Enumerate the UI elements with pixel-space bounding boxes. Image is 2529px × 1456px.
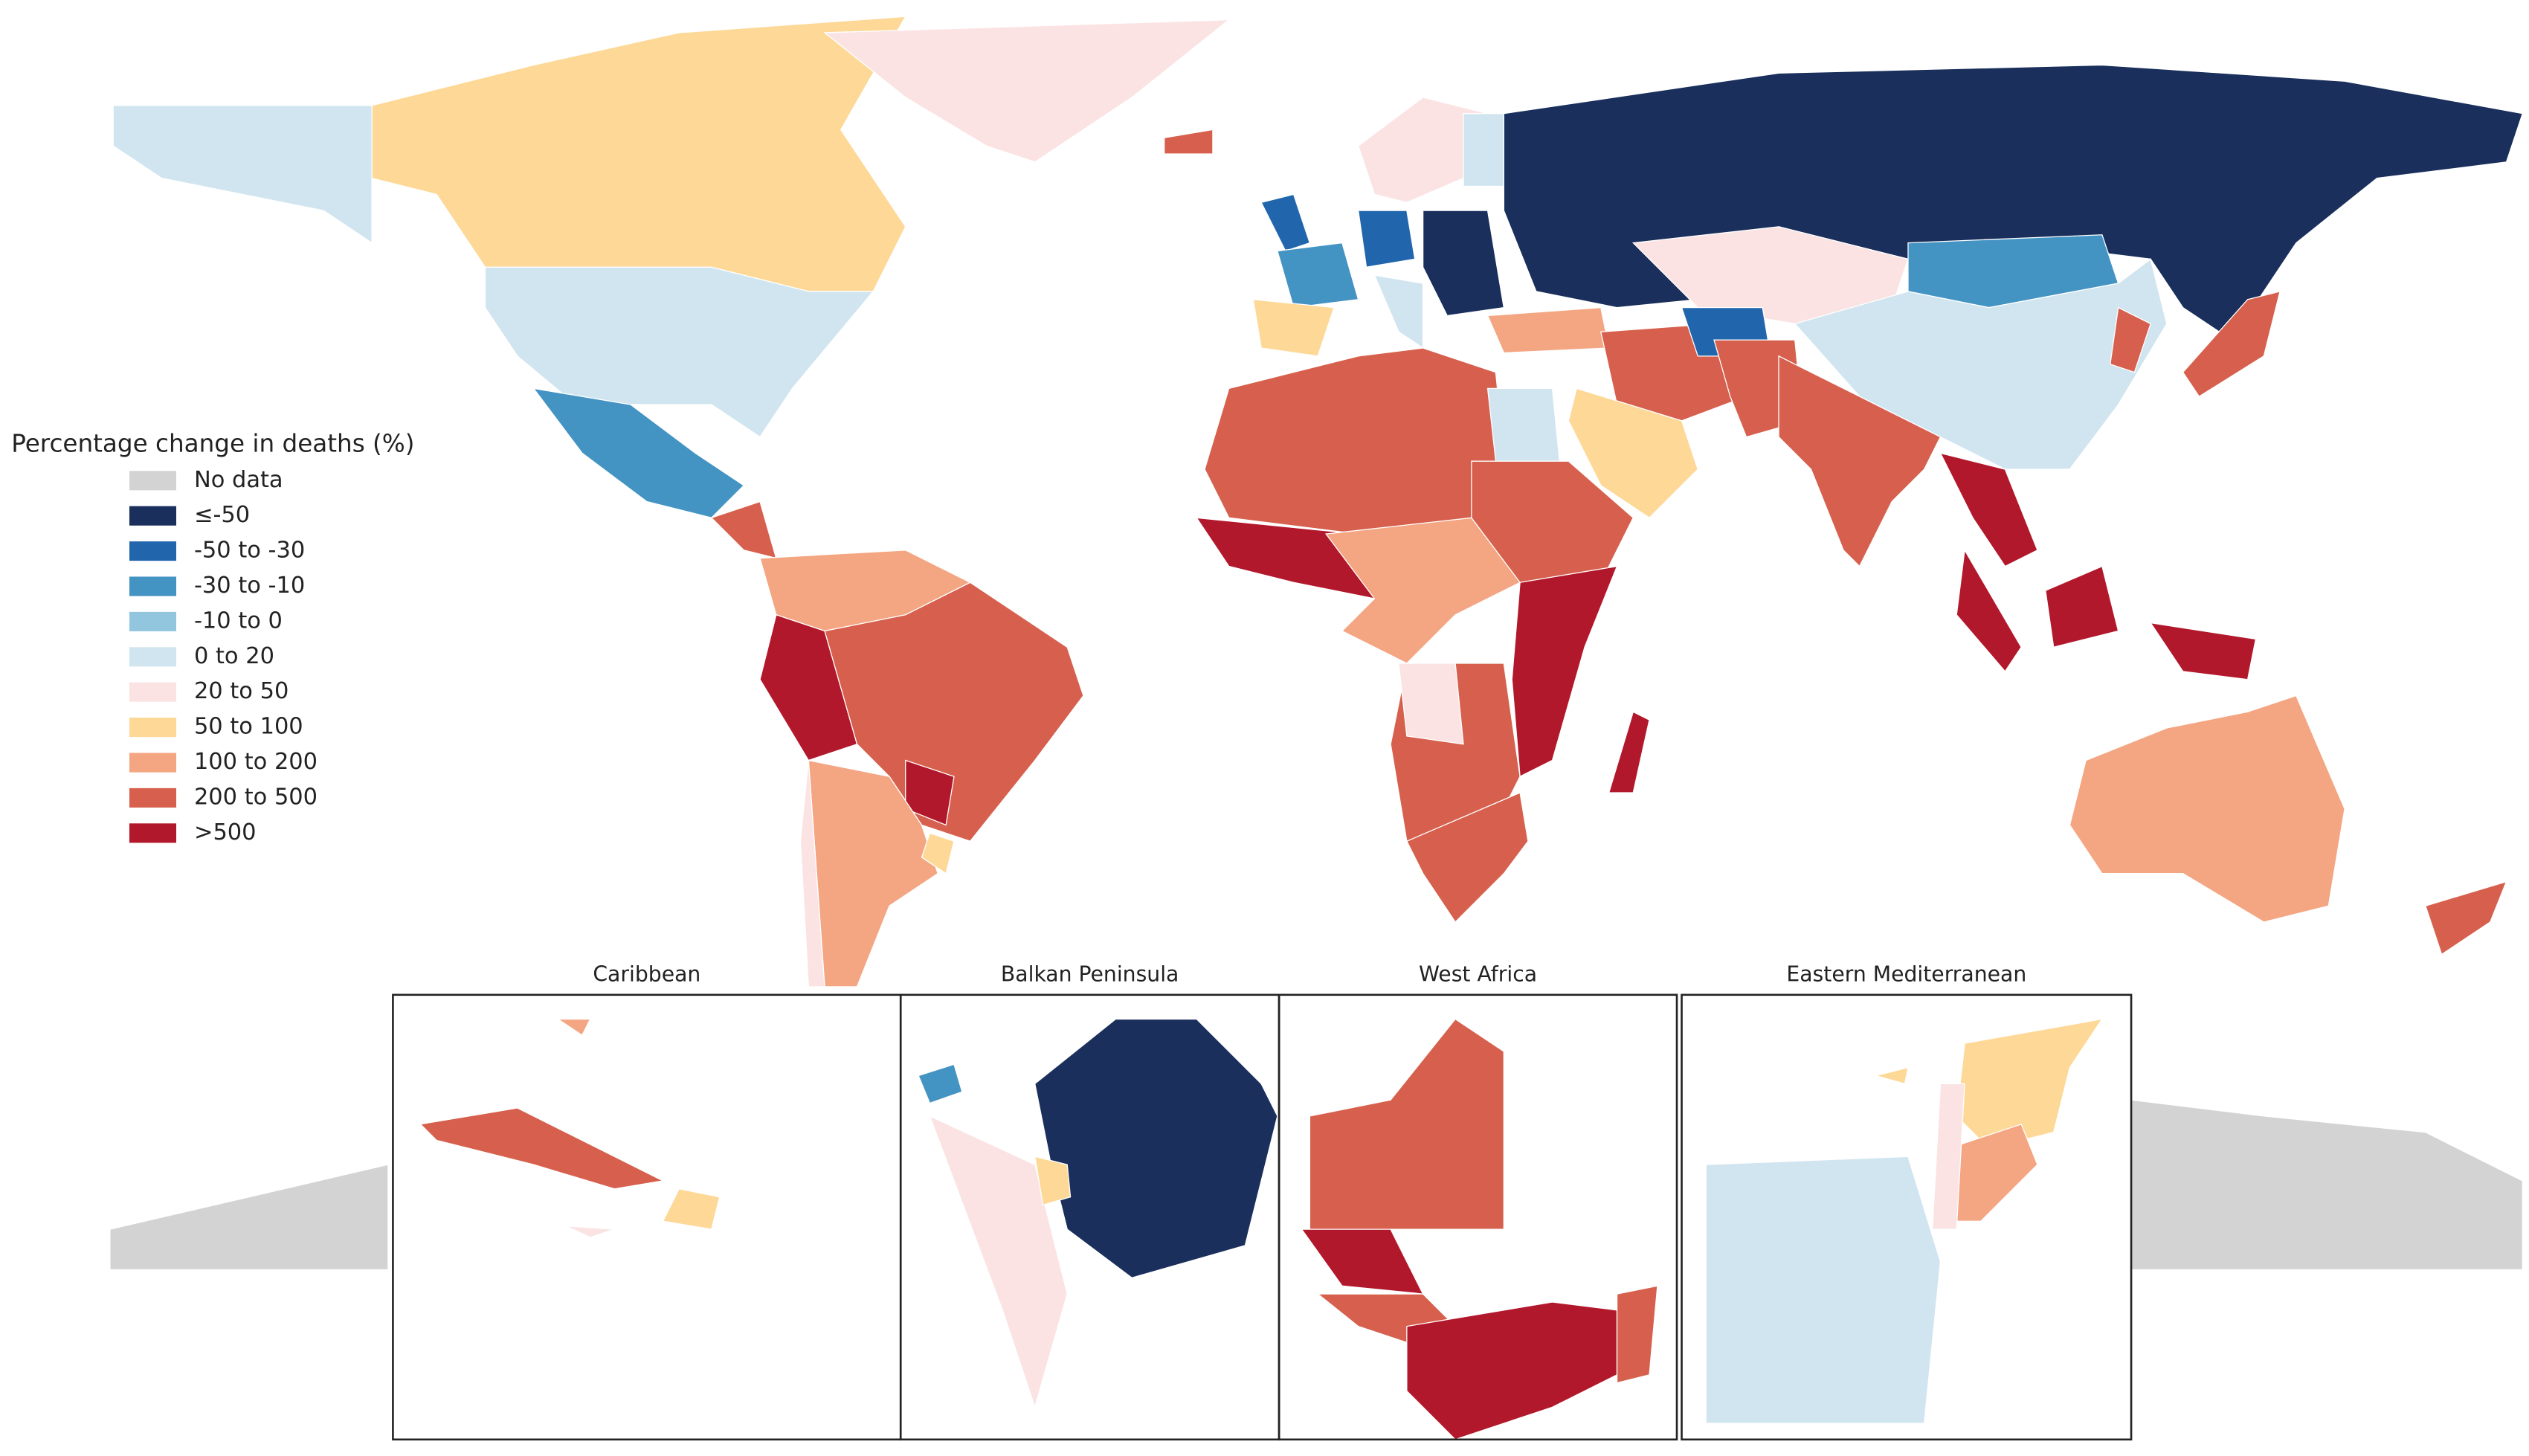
legend-label: 50 to 100	[194, 714, 303, 740]
country	[918, 1063, 963, 1104]
country	[565, 1225, 615, 1238]
country	[1705, 1156, 1942, 1424]
inset-frame	[1681, 993, 2133, 1441]
inset-title: West Africa	[1419, 962, 1537, 987]
country	[799, 760, 825, 988]
legend-swatch	[129, 541, 177, 561]
country	[2110, 306, 2151, 373]
country	[1034, 1018, 1278, 1279]
country	[2045, 565, 2119, 648]
country	[1252, 299, 1335, 357]
country	[759, 613, 858, 761]
country	[1034, 1156, 1072, 1206]
countries	[109, 16, 2524, 1440]
country	[1939, 452, 2038, 567]
legend-swatch	[129, 647, 177, 667]
country	[1608, 711, 1650, 793]
country	[2424, 880, 2507, 956]
country	[1406, 1301, 1618, 1440]
country	[2149, 622, 2257, 680]
country	[1503, 64, 2524, 341]
inset-title: Eastern Mediterranean	[1786, 962, 2026, 987]
legend-swatch	[129, 611, 177, 631]
legend-label: No data	[194, 467, 283, 493]
country	[2069, 695, 2345, 923]
country	[1405, 792, 1529, 923]
country	[419, 1107, 665, 1190]
country	[1164, 129, 1214, 155]
country	[1931, 1083, 1965, 1230]
legend-label: 0 to 20	[194, 643, 274, 669]
legend-label: 100 to 200	[194, 749, 318, 775]
legend-label: ≤-50	[194, 502, 250, 528]
legend-label: 20 to 50	[194, 678, 289, 704]
country	[662, 1188, 721, 1230]
country	[2130, 1099, 2523, 1271]
country	[1486, 387, 1562, 470]
country	[1486, 306, 1610, 354]
legend-label: -30 to -10	[194, 573, 305, 599]
country	[1301, 1228, 1424, 1295]
country	[1616, 1285, 1658, 1384]
legend-swatch	[129, 823, 177, 843]
country	[1373, 274, 1424, 349]
country	[2182, 290, 2281, 398]
country	[532, 387, 745, 519]
country	[109, 1164, 389, 1271]
country	[1422, 210, 1505, 317]
legend-label: -10 to 0	[194, 608, 283, 634]
country	[1568, 387, 1699, 519]
country	[556, 1018, 591, 1037]
legend-swatch	[129, 753, 177, 773]
legend-label: 200 to 500	[194, 784, 318, 810]
country	[1324, 517, 1521, 664]
legend-swatch	[129, 787, 177, 808]
legend-label: >500	[194, 819, 257, 845]
country	[1511, 565, 1618, 778]
country	[1956, 548, 2022, 672]
legend-title: Percentage change in deaths (%)	[11, 429, 414, 457]
legend-swatch	[129, 576, 177, 596]
inset-title: Balkan Peninsula	[1001, 962, 1179, 987]
legend-swatch	[129, 682, 177, 702]
country	[1204, 347, 1505, 535]
country	[1277, 242, 1359, 309]
country	[112, 105, 373, 244]
legend-swatch	[129, 506, 177, 526]
inset-title: Caribbean	[593, 962, 700, 987]
country	[1956, 1018, 2104, 1150]
legend-swatch	[129, 471, 177, 491]
country	[484, 266, 874, 438]
country	[371, 16, 906, 292]
country	[1357, 210, 1416, 268]
country	[1778, 355, 1942, 567]
country	[905, 759, 955, 826]
country	[1309, 1018, 1504, 1246]
country	[1260, 193, 1311, 252]
country	[1873, 1066, 1909, 1085]
legend: No data ≤-50 -50 to -30 -30 to -10 -10 to 0 0…	[129, 467, 318, 845]
country	[929, 1115, 1068, 1409]
country	[823, 19, 1231, 163]
country	[710, 500, 777, 559]
inset-frame	[1278, 993, 1678, 1441]
country	[921, 832, 955, 874]
inset-frame	[392, 993, 902, 1441]
legend-swatch	[129, 718, 177, 738]
country	[1398, 663, 1464, 745]
legend-label: -50 to -30	[194, 538, 305, 564]
